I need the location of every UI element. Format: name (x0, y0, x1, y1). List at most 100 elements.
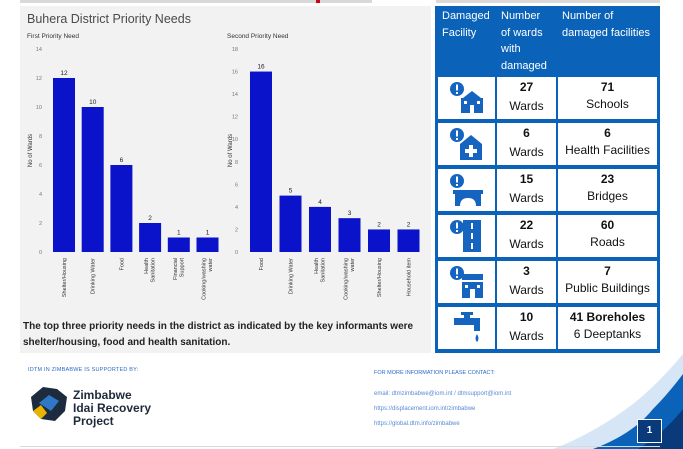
chart1-category-label: FinancialSupport (173, 258, 186, 280)
footnote-box: The top three priority needs in the dist… (20, 314, 431, 353)
facility-count-cell: 23 Bridges (558, 169, 657, 211)
page-number: 1 (637, 419, 662, 443)
chart1-category-label: Cooking/washingwater (202, 258, 215, 300)
chart1-category-label: Food (119, 258, 125, 271)
contact-link-displacement[interactable]: https://displacement.iom.int/zimbabwe (374, 406, 476, 412)
table-row-schools: 27 Wards 71 Schools (435, 77, 660, 121)
facility-label: Schools (586, 97, 629, 111)
road-icon (450, 220, 481, 252)
chart2-y-tick-label: 2 (235, 227, 238, 233)
chart1-bar-value-label: 2 (148, 215, 152, 222)
wards-value: 6 (523, 126, 530, 140)
chart1-bar (196, 237, 219, 252)
chart1-y-tick-label: 14 (36, 47, 42, 53)
chart2-y-tick-label: 14 (232, 92, 238, 98)
wards-unit: Wards (509, 329, 544, 343)
supported-by-label: IDTM IN ZIMBABWE IS SUPPORTED BY: (28, 367, 139, 373)
chart1-bar (167, 237, 190, 252)
wards-value: 10 (519, 310, 534, 324)
chart2-category-label: Food (259, 258, 265, 271)
logo-line-3: Project (73, 414, 114, 428)
chart1-bar (110, 165, 133, 252)
damaged-facilities-table: Damaged Facility Number of wards with da… (435, 6, 660, 353)
chart1-y-axis-label: No of Wards (28, 134, 34, 167)
header-count: Number of damaged facilities (562, 10, 651, 39)
wards-value: 22 (519, 218, 534, 232)
chart2-category-label: Household item (407, 258, 413, 297)
health-facility-icon (450, 128, 482, 160)
facility-count-cell: 41 Boreholes 6 Deeptanks (558, 307, 657, 349)
top-rule-right (436, 0, 660, 3)
chart2-y-tick-label: 12 (232, 115, 238, 121)
wards-unit: Wards (509, 99, 544, 113)
facility-icon-cell (438, 307, 495, 349)
wards-value: 15 (519, 172, 534, 186)
table-row-public-buildings: 3 Wards 7 Public Buildings (435, 261, 660, 305)
wards-cell: 10 Wards (497, 307, 556, 349)
chart1-bar-value-label: 12 (60, 70, 68, 77)
facility-label: Public Buildings (565, 281, 650, 295)
logo-line-1: Zimbabwe (73, 388, 132, 402)
contact-email[interactable]: email: dtmzimbabwe@iom.int / dtmsupport@… (374, 391, 512, 397)
facility-count-cell: 71 Schools (558, 77, 657, 119)
chart1-y-tick-label: 8 (39, 134, 42, 140)
facility-icon-cell (438, 215, 495, 257)
wards-cell: 15 Wards (497, 169, 556, 211)
chart1-bar-value-label: 6 (120, 157, 124, 164)
facility-label: Health Facilities (565, 143, 650, 157)
chart1-category-label: HealthSanitation (144, 258, 157, 282)
wards-cell: 22 Wards (497, 215, 556, 257)
zimbabwe-map-logo-icon (31, 387, 67, 421)
wards-unit: Wards (509, 283, 544, 297)
facility-count-cell: 7 Public Buildings (558, 261, 657, 303)
wards-value: 27 (519, 80, 534, 94)
chart2-bar (309, 206, 331, 252)
chart2-category-label: Drinking Water (289, 258, 295, 294)
chart2-y-tick-label: 0 (235, 250, 238, 256)
chart2-y-tick-label: 18 (232, 47, 238, 53)
chart1-y-tick-label: 2 (39, 221, 42, 227)
facility-count-cell: 6 Health Facilities (558, 123, 657, 165)
chart2-bar (368, 229, 390, 252)
contact-label: FOR MORE INFORMATION PLEASE CONTACT: (374, 370, 495, 376)
chart1-bar (81, 107, 104, 252)
priority-needs-panel: Buhera District Priority Needs First Pri… (20, 6, 431, 353)
header-facility: Damaged Facility (442, 10, 490, 39)
facility-count-cell: 60 Roads (558, 215, 657, 257)
chart1-y-tick-label: 6 (39, 163, 42, 169)
chart2-bar-value-label: 2 (377, 221, 381, 228)
contact-link-dtm[interactable]: https://global.dtm.info/zimbabwe (374, 421, 460, 427)
wards-cell: 6 Wards (497, 123, 556, 165)
logo-line-2: Idai Recovery (73, 401, 152, 415)
chart2-y-tick-label: 10 (232, 137, 238, 143)
chart1-subtitle: First Priority Need (27, 33, 80, 40)
chart1-category-label: Shelter/Housing (62, 258, 68, 297)
school-icon (450, 82, 483, 113)
facility-label: 6 Deeptanks (573, 327, 642, 341)
facility-icon-cell (438, 169, 495, 211)
chart2-y-axis-label: No of Wards (228, 134, 234, 167)
chart2-category-label: Cooking/washingwater (344, 258, 357, 300)
chart2-bar (250, 71, 272, 252)
chart2-y-tick-label: 16 (232, 70, 238, 76)
chart1-y-tick-label: 0 (39, 250, 42, 256)
priority-summary-text: The top three priority needs in the dist… (23, 321, 414, 348)
chart2-bar-value-label: 2 (407, 221, 411, 228)
facility-count: 41 Boreholes (569, 310, 646, 324)
wards-unit: Wards (509, 145, 544, 159)
decorative-wave (553, 354, 683, 449)
top-rule-accent (316, 0, 320, 3)
facility-icon-cell (438, 77, 495, 119)
chart1-bar-value-label: 1 (206, 230, 210, 237)
chart1-y-tick-label: 12 (36, 76, 42, 82)
chart1-y-tick-label: 10 (36, 105, 42, 111)
chart2-bar-value-label: 3 (348, 210, 352, 217)
chart2-y-tick-label: 4 (235, 205, 238, 211)
chart2-category-label: Shelter/Housing (377, 258, 383, 297)
table-row-health: 6 Wards 6 Health Facilities (435, 123, 660, 167)
chart2-bar (397, 229, 420, 252)
chart2-bar-value-label: 4 (318, 199, 322, 206)
wards-cell: 27 Wards (497, 77, 556, 119)
chart2-category-label: HealthSanitation (314, 258, 327, 282)
